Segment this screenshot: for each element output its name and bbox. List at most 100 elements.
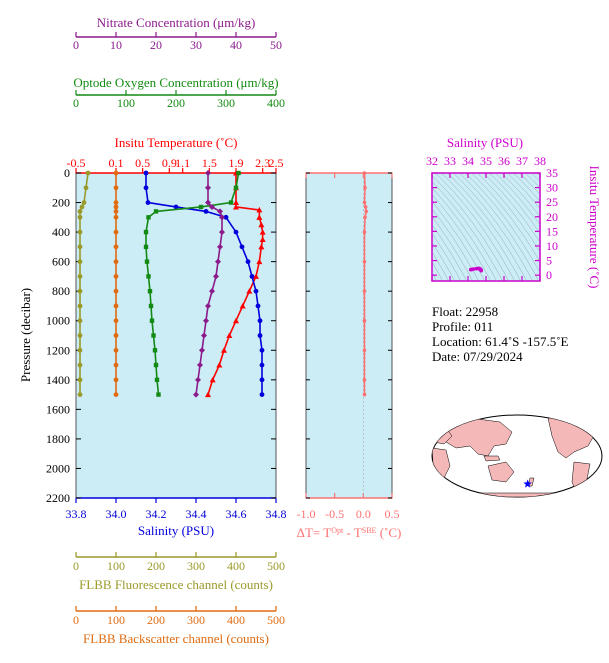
- temperature-profile-series: [205, 170, 266, 398]
- data-point-circle: [259, 377, 265, 383]
- fluorescence-profile-series: [77, 170, 91, 397]
- pressure-tick-label: 400: [52, 225, 70, 239]
- ts-isopycnal-line: [432, 201, 486, 281]
- delta-t-point: [362, 200, 367, 205]
- data-point-circle: [77, 214, 83, 220]
- ts-isopycnal-line: [434, 173, 516, 281]
- nitrate-ticks: 0 10 20 30 40 50: [73, 32, 282, 52]
- main-series: [77, 170, 266, 398]
- data-point-triangle: [256, 258, 263, 265]
- map-land-asia: [439, 417, 513, 457]
- delta-t-plot: -1.0 -0.5 0.0 0.5 ΔT= TOpt - TSBE (˚C): [297, 171, 401, 540]
- ts-temperature-tick-label: 10: [546, 239, 558, 253]
- data-point-square: [156, 392, 161, 397]
- data-point-triangle: [256, 214, 263, 220]
- nitrate-tick-label: 0: [73, 38, 79, 52]
- ts-isopycnal-line: [432, 194, 492, 281]
- data-point-triangle: [221, 347, 227, 353]
- ts-isopycnal-line: [432, 175, 510, 281]
- data-point-diamond: [217, 243, 223, 250]
- pressure-axis-label: Pressure (decibar): [18, 288, 33, 382]
- delta-t-label-unit: (˚C): [376, 525, 401, 540]
- ts-profile-point: [471, 267, 476, 271]
- oxygen-profile-series: [143, 170, 241, 397]
- data-point-circle: [259, 347, 265, 353]
- data-point-diamond: [201, 332, 207, 339]
- data-point-circle: [245, 259, 251, 265]
- data-point-circle: [113, 209, 119, 214]
- ts-salinity-tick-label: 37: [516, 154, 528, 168]
- data-point-circle: [113, 170, 119, 176]
- ts-isopycnal-line: [494, 173, 540, 226]
- data-point-circle: [113, 318, 119, 324]
- ts-plot-area: [431, 172, 541, 282]
- data-point-square: [198, 204, 204, 210]
- data-point-circle: [113, 274, 119, 279]
- nitrate-tick-label: 30: [190, 38, 202, 52]
- data-point-circle: [113, 377, 119, 383]
- data-point-circle: [113, 288, 119, 294]
- data-point-circle: [77, 303, 83, 309]
- pressure-tick-label: 2000: [46, 461, 70, 475]
- data-point-triangle: [233, 203, 239, 210]
- fluorescence-tick-label: 200: [147, 559, 165, 573]
- salinity-tick-label: 34.0: [106, 507, 127, 521]
- data-point-circle: [77, 377, 83, 383]
- nitrate-tick-label: 20: [150, 38, 162, 52]
- backscatter-tick-label: 200: [147, 613, 165, 627]
- data-point-square: [144, 259, 150, 264]
- data-point-square: [143, 244, 149, 250]
- ts-profile-point: [479, 268, 483, 273]
- data-point-diamond: [199, 347, 205, 354]
- delta-t-label-prefix: ΔT= T: [297, 525, 332, 540]
- delta-t-point: [363, 215, 367, 220]
- data-point-circle: [77, 288, 83, 294]
- backscatter-axis: 0 100 200 300 400 500 FLBB Backscatter channe…: [73, 606, 285, 646]
- data-point-circle: [113, 333, 119, 338]
- ts-isopycnal-line: [518, 173, 540, 195]
- pressure-tick-label: 1000: [46, 314, 70, 328]
- data-point-diamond: [209, 288, 215, 295]
- ts-isopycnal-line: [488, 173, 540, 234]
- ts-temperature-tick-label: 25: [546, 195, 558, 209]
- fluorescence-axis: 0 100 200 300 400 500 FLBB Fluorescence chann…: [73, 552, 285, 592]
- main-plot-area: [75, 172, 277, 499]
- data-point-circle: [83, 185, 89, 191]
- delta-t-tick-label: -1.0: [297, 507, 316, 521]
- ts-temperature-axis-label: Insitu Temperature (˚C): [587, 165, 602, 288]
- data-point-triangle: [259, 229, 266, 235]
- data-point-diamond: [203, 317, 209, 324]
- data-point-square: [147, 288, 153, 294]
- data-point-circle: [239, 244, 245, 250]
- data-point-circle: [233, 229, 239, 235]
- oxygen-axis-label: Optode Oxygen Concentration (μm/kg): [73, 75, 278, 90]
- data-point-triangle: [258, 221, 265, 228]
- float-position-marker: [523, 479, 532, 488]
- salinity-tick-label: 33.8: [66, 507, 87, 521]
- ts-temperature-tick-label: 15: [546, 224, 558, 238]
- ts-isopycnal-line: [464, 173, 540, 273]
- pressure-tick-label: 800: [52, 284, 70, 298]
- data-point-circle: [113, 244, 119, 250]
- delta-t-point: [363, 185, 367, 190]
- ts-isopycnal-line: [440, 173, 522, 281]
- temperature-tick-label: 0.9: [162, 156, 177, 170]
- data-point-triangle: [259, 236, 266, 242]
- backscatter-tick-label: 500: [267, 613, 285, 627]
- data-point-square: [146, 215, 151, 220]
- backscatter-tick-label: 300: [187, 613, 205, 627]
- temperature-tick-label: -0.5: [67, 156, 86, 170]
- pressure-ticks: 0 200 400 600 800 1000 1200 1400 1600 1800 2000 220…: [46, 166, 276, 505]
- ts-isopycnal-line: [432, 224, 468, 281]
- backscatter-profile-series: [113, 170, 119, 397]
- data-point-square: [233, 185, 239, 190]
- ts-salinity-tick-label: 33: [444, 154, 456, 168]
- ts-isopycnal-line: [500, 173, 540, 217]
- delta-t-point: [362, 230, 367, 234]
- data-point-circle: [259, 362, 265, 368]
- ts-isopycnal-group: [432, 173, 540, 281]
- ts-series: [468, 266, 483, 273]
- ts-temperature-tick-label: 20: [546, 210, 558, 224]
- temperature-tick-label: 1.9: [229, 156, 244, 170]
